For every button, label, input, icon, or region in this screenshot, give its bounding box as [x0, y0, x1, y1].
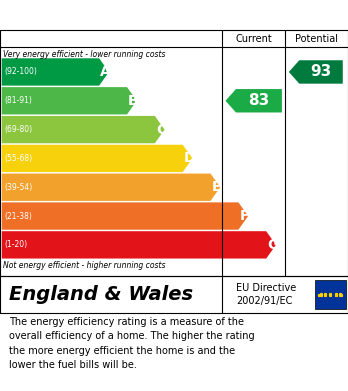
Text: D: D: [184, 151, 195, 165]
Text: Current: Current: [235, 34, 272, 44]
Text: Energy Efficiency Rating: Energy Efficiency Rating: [10, 7, 220, 23]
Text: B: B: [128, 94, 139, 108]
Text: G: G: [267, 238, 279, 252]
Text: Very energy efficient - lower running costs: Very energy efficient - lower running co…: [3, 50, 166, 59]
Text: (1-20): (1-20): [5, 240, 27, 249]
Text: C: C: [156, 123, 166, 136]
Text: (21-38): (21-38): [5, 212, 32, 221]
Text: (39-54): (39-54): [5, 183, 33, 192]
Text: EU Directive: EU Directive: [236, 283, 296, 293]
Text: Not energy efficient - higher running costs: Not energy efficient - higher running co…: [3, 261, 166, 270]
Polygon shape: [289, 60, 343, 84]
Text: 83: 83: [248, 93, 270, 108]
Text: 2002/91/EC: 2002/91/EC: [236, 296, 292, 306]
Polygon shape: [2, 58, 109, 86]
Text: F: F: [239, 209, 249, 223]
Text: (92-100): (92-100): [5, 68, 37, 77]
Polygon shape: [2, 87, 137, 115]
Text: (55-68): (55-68): [5, 154, 33, 163]
Text: 93: 93: [310, 65, 332, 79]
Polygon shape: [2, 174, 220, 201]
Polygon shape: [226, 89, 282, 113]
Bar: [315, 280, 346, 309]
Polygon shape: [2, 203, 248, 230]
Text: E: E: [212, 180, 221, 194]
Text: (69-80): (69-80): [5, 125, 33, 134]
Text: A: A: [100, 65, 111, 79]
Text: The energy efficiency rating is a measure of the
overall efficiency of a home. T: The energy efficiency rating is a measur…: [9, 317, 254, 370]
Polygon shape: [2, 231, 276, 258]
Text: England & Wales: England & Wales: [9, 285, 193, 304]
Polygon shape: [2, 116, 165, 143]
Text: Potential: Potential: [295, 34, 338, 44]
Polygon shape: [2, 145, 192, 172]
Text: (81-91): (81-91): [5, 96, 32, 105]
